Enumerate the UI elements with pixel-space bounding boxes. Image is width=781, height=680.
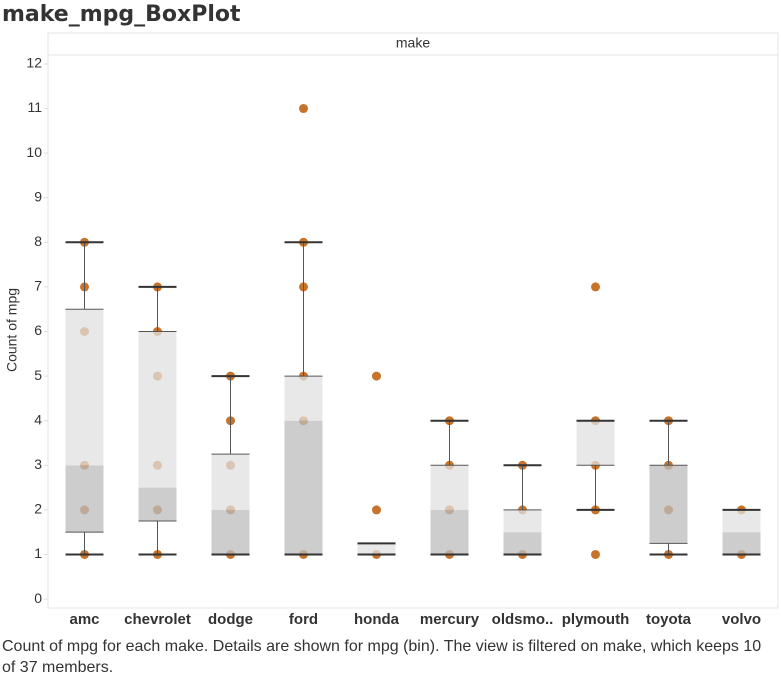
- box-lower: [649, 465, 688, 544]
- x-tick-label: dodge: [208, 611, 253, 628]
- point: [591, 549, 600, 559]
- y-tick-label: 6: [34, 322, 42, 338]
- point: [299, 104, 308, 114]
- y-tick-label: 12: [26, 55, 42, 71]
- box-upper: [138, 331, 177, 488]
- box-lower: [211, 509, 250, 555]
- x-tick-label: ford: [289, 611, 318, 628]
- box-upper: [722, 509, 761, 533]
- y-tick-label: 8: [34, 233, 42, 249]
- x-tick-label: honda: [354, 611, 400, 628]
- x-axis-title: make: [396, 35, 430, 51]
- x-tick-label: chevrolet: [124, 611, 191, 628]
- box-lower: [722, 532, 761, 555]
- x-tick-label: volvo: [722, 611, 761, 628]
- caption: Count of mpg for each make. Details are …: [2, 638, 762, 676]
- y-tick-label: 9: [34, 188, 42, 204]
- x-tick-label: mercury: [420, 611, 480, 628]
- y-tick-label: 4: [34, 411, 42, 427]
- box-lower: [284, 420, 323, 555]
- box-upper: [503, 509, 542, 533]
- y-tick-label: 3: [34, 456, 42, 472]
- box-lower: [138, 487, 177, 522]
- y-axis-title: Count of mpg: [4, 288, 20, 372]
- point: [372, 371, 381, 381]
- x-tick-label: toyota: [646, 611, 692, 628]
- box-upper: [430, 465, 469, 510]
- box-lower: [430, 509, 469, 555]
- box-lower: [503, 532, 542, 555]
- x-tick-label: oldsmo..: [492, 611, 554, 628]
- y-tick-label: 2: [34, 501, 42, 517]
- title: make_mpg_BoxPlot: [2, 2, 241, 27]
- box-upper: [576, 420, 615, 466]
- box-lower: [65, 465, 104, 533]
- y-tick-label: 10: [26, 144, 42, 160]
- point: [591, 282, 600, 292]
- box-upper: [65, 309, 104, 466]
- y-tick-label: 0: [34, 590, 42, 606]
- point: [372, 505, 381, 515]
- box-upper: [211, 454, 250, 510]
- y-tick-label: 1: [34, 545, 42, 561]
- x-tick-label: amc: [69, 611, 99, 628]
- y-tick-label: 7: [34, 278, 42, 294]
- y-tick-label: 5: [34, 367, 42, 383]
- y-tick-label: 11: [27, 99, 42, 115]
- box-upper: [357, 543, 396, 555]
- x-tick-label: plymouth: [562, 611, 630, 628]
- box-upper: [284, 376, 323, 421]
